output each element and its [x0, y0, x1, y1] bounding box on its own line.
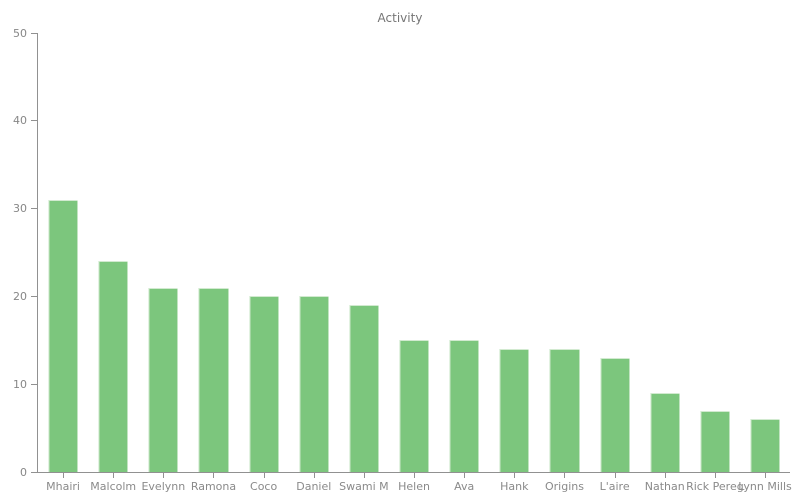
- x-tick-mark: [614, 473, 616, 478]
- bar-slot: Origins: [539, 33, 589, 492]
- x-category-label: Coco: [250, 480, 278, 493]
- y-tick-label: 20: [13, 289, 27, 303]
- plot-area: 0 10 20 30 40 50 Mhairi Malcolm Evelynn Ramona Co…: [13, 28, 792, 493]
- x-category-label: Ramona: [190, 480, 237, 493]
- x-tick-mark: [313, 473, 315, 478]
- bar: [499, 349, 529, 472]
- bar: [549, 349, 580, 472]
- x-category-label: Swami M: [339, 480, 389, 493]
- x-tick-mark: [414, 473, 416, 478]
- y-tick-label: 10: [13, 377, 27, 391]
- x-tick-mark: [63, 473, 65, 478]
- y-tick-label: 30: [13, 202, 27, 216]
- chart-title: Activity: [377, 11, 423, 25]
- bar-slot: Hank: [489, 33, 539, 492]
- x-category-label: Rick Pereg: [686, 480, 744, 493]
- bar-slot: Mhairi: [38, 33, 88, 492]
- bar-slot: Rick Pereg: [686, 33, 744, 492]
- bar: [700, 410, 730, 472]
- bar: [600, 357, 630, 472]
- x-category-label: Malcolm: [90, 480, 137, 493]
- x-category-label: Lynn Mills: [738, 480, 792, 493]
- bar: [299, 296, 329, 472]
- bar-slot: Malcolm: [88, 33, 138, 492]
- bar-slot: L'aire: [590, 33, 640, 492]
- bars-row: Mhairi Malcolm Evelynn Ramona Coco Daniel Swam…: [38, 33, 792, 492]
- x-tick-mark: [514, 473, 516, 478]
- x-category-label: L'aire: [599, 480, 630, 493]
- x-category-label: Nathan: [644, 480, 685, 493]
- x-tick-mark: [113, 473, 115, 478]
- bar-slot: Daniel: [289, 33, 339, 492]
- x-tick-mark: [163, 473, 165, 478]
- bar-slot: Swami M: [339, 33, 389, 492]
- y-tick-mark: [31, 383, 38, 385]
- x-tick-mark: [765, 473, 767, 478]
- bar-slot: Helen: [389, 33, 439, 492]
- bar: [650, 392, 680, 472]
- x-category-label: Mhairi: [46, 480, 80, 493]
- x-category-label: Origins: [544, 480, 584, 493]
- x-category-label: Hank: [500, 480, 529, 493]
- bar: [148, 287, 178, 472]
- bar-slot: Nathan: [640, 33, 690, 492]
- bar: [249, 296, 279, 472]
- x-category-label: Daniel: [296, 480, 332, 493]
- bar: [750, 419, 780, 472]
- bar: [399, 340, 429, 472]
- y-tick-mark: [31, 295, 38, 297]
- y-tick-mark: [31, 32, 38, 34]
- x-category-label: Helen: [398, 480, 430, 493]
- x-tick-mark: [363, 473, 365, 478]
- x-tick-mark: [564, 473, 566, 478]
- bar-slot: Ramona: [188, 33, 238, 492]
- y-tick-label: 40: [13, 114, 27, 128]
- x-category-label: Ava: [454, 480, 475, 493]
- y-tick-mark: [31, 208, 38, 210]
- bar: [349, 305, 379, 472]
- bar: [48, 199, 78, 472]
- x-tick-mark: [714, 473, 716, 478]
- y-tick-mark: [31, 120, 38, 122]
- bar: [98, 261, 128, 472]
- bar: [198, 287, 229, 472]
- x-tick-mark: [664, 473, 666, 478]
- x-category-label: Evelynn: [141, 480, 186, 493]
- x-tick-mark: [464, 473, 466, 478]
- bar-slot: Ava: [439, 33, 489, 492]
- bar-slot: Lynn Mills: [738, 33, 792, 492]
- bar-slot: Evelynn: [138, 33, 188, 492]
- bar-slot: Coco: [239, 33, 289, 492]
- bar: [449, 340, 479, 472]
- x-tick-mark: [263, 473, 265, 478]
- y-tick-label: 50: [13, 26, 27, 40]
- y-tick-mark: [31, 471, 38, 473]
- x-tick-mark: [213, 473, 215, 478]
- y-tick-label: 0: [20, 465, 27, 479]
